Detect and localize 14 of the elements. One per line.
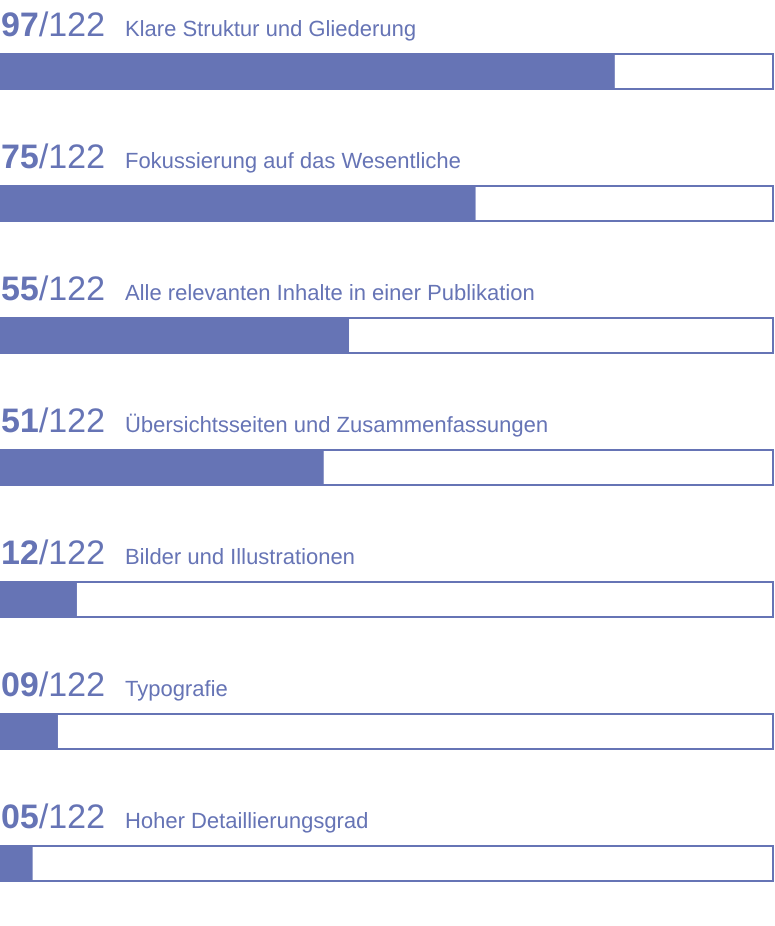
data-label: 97/122 [1,6,106,44]
data-label: 51/122 [1,402,106,440]
y-tick-label: Alle relevanten Inhalte in einer Publikation [125,280,535,305]
y-tick-label: Typografie [125,676,228,701]
y-tick-label: Klare Struktur und Gliederung [125,16,416,41]
data-label: 12/122 [1,534,106,572]
data-label: 09/122 [1,666,106,704]
y-tick-label: Fokussierung auf das Wesentliche [125,148,461,173]
y-tick-label: Hoher Detaillierungsgrad [125,808,368,833]
y-tick-label: Bilder und Illustrationen [125,544,355,569]
y-tick-label: Übersichtsseiten und Zusammenfassungen [125,412,548,437]
data-label: 55/122 [1,270,106,308]
data-label: 05/122 [1,798,106,836]
data-label: 75/122 [1,138,106,176]
